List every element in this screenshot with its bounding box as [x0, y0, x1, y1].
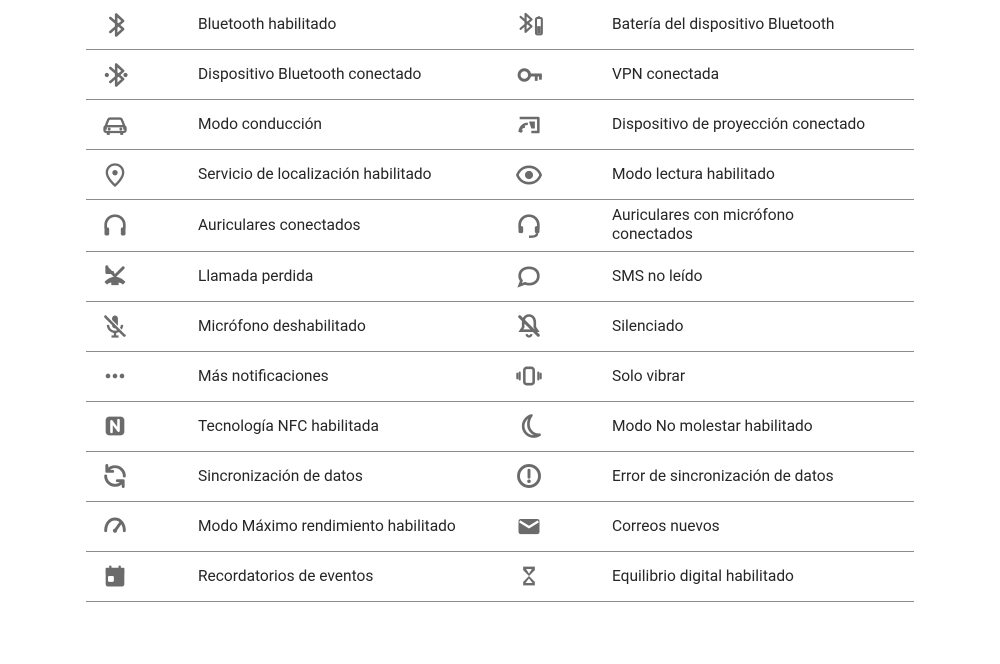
bluetooth-icon	[86, 10, 198, 40]
table-cell: Auriculares conectados	[86, 210, 500, 241]
table-row: Llamada perdida SMS no leído	[86, 252, 914, 302]
table-row: Modo Máximo rendimiento habilitado Correo…	[86, 502, 914, 552]
status-icon-legend-table: Bluetooth habilitado Batería del disposit…	[86, 0, 914, 602]
location-pin-icon	[86, 160, 198, 190]
bell-off-icon	[500, 311, 612, 341]
performance-gauge-icon	[86, 511, 198, 541]
table-cell: Modo No molestar habilitado	[500, 411, 914, 442]
icon-label: SMS no leído	[612, 261, 706, 292]
table-row: Micrófono deshabilitado Silenciado	[86, 302, 914, 352]
headset-icon	[500, 210, 612, 240]
sync-error-icon	[500, 461, 612, 491]
table-cell: SMS no leído	[500, 261, 914, 292]
table-cell: Equilibrio digital habilitado	[500, 561, 914, 592]
table-cell: Correos nuevos	[500, 511, 914, 542]
car-icon	[86, 110, 198, 140]
icon-label: Dispositivo Bluetooth conectado	[198, 59, 425, 90]
icon-label: Modo Máximo rendimiento habilitado	[198, 511, 460, 542]
vibrate-icon	[500, 361, 612, 391]
icon-label: Solo vibrar	[612, 361, 689, 392]
table-row: Sincronización de datos Error de sincroni…	[86, 452, 914, 502]
icon-label: Modo No molestar habilitado	[612, 411, 817, 442]
sync-icon	[86, 461, 198, 491]
table-cell: Bluetooth habilitado	[86, 9, 500, 40]
table-cell: Solo vibrar	[500, 361, 914, 392]
table-cell: Dispositivo Bluetooth conectado	[86, 59, 500, 90]
headphones-icon	[86, 210, 198, 240]
icon-label: Tecnología NFC habilitada	[198, 411, 383, 442]
calendar-event-icon	[86, 561, 198, 591]
vpn-key-icon	[500, 60, 612, 90]
moon-icon	[500, 411, 612, 441]
table-cell: Modo Máximo rendimiento habilitado	[86, 511, 500, 542]
table-row: Recordatorios de eventos Equilibrio digit…	[86, 552, 914, 602]
table-cell: VPN conectada	[500, 59, 914, 90]
icon-label: VPN conectada	[612, 59, 723, 90]
icon-label: Auriculares conectados	[198, 210, 365, 241]
sms-bubble-icon	[500, 261, 612, 291]
icon-label: Modo conducción	[198, 109, 326, 140]
icon-label: Batería del dispositivo Bluetooth	[612, 9, 838, 40]
table-row: Servicio de localización habilitado Modo …	[86, 150, 914, 200]
mic-off-icon	[86, 311, 198, 341]
icon-label: Auriculares con micrófono conectados	[612, 200, 882, 251]
icon-label: Correos nuevos	[612, 511, 724, 542]
table-cell: Batería del dispositivo Bluetooth	[500, 9, 914, 40]
table-cell: Tecnología NFC habilitada	[86, 411, 500, 442]
bluetooth-battery-icon	[500, 10, 612, 40]
table-cell: Más notificaciones	[86, 361, 500, 392]
table-cell: Silenciado	[500, 311, 914, 342]
icon-label: Error de sincronización de datos	[612, 461, 838, 492]
table-cell: Recordatorios de eventos	[86, 561, 500, 592]
icon-label: Llamada perdida	[198, 261, 317, 292]
table-row: Bluetooth habilitado Batería del disposit…	[86, 0, 914, 50]
table-row: Más notificaciones Solo vibrar	[86, 352, 914, 402]
icon-label: Equilibrio digital habilitado	[612, 561, 798, 592]
table-cell: Llamada perdida	[86, 261, 500, 292]
table-cell: Servicio de localización habilitado	[86, 159, 500, 190]
icon-label: Modo lectura habilitado	[612, 159, 779, 190]
table-cell: Auriculares con micrófono conectados	[500, 200, 914, 251]
icon-label: Más notificaciones	[198, 361, 333, 392]
table-row: Dispositivo Bluetooth conectado VPN conec…	[86, 50, 914, 100]
icon-label: Micrófono deshabilitado	[198, 311, 370, 342]
icon-label: Silenciado	[612, 311, 687, 342]
table-cell: Dispositivo de proyección conectado	[500, 109, 914, 140]
hourglass-icon	[500, 561, 612, 591]
table-cell: Sincronización de datos	[86, 461, 500, 492]
eye-icon	[500, 160, 612, 190]
nfc-icon	[86, 411, 198, 441]
icon-label: Recordatorios de eventos	[198, 561, 377, 592]
mail-icon	[500, 511, 612, 541]
icon-label: Servicio de localización habilitado	[198, 159, 435, 190]
table-cell: Modo lectura habilitado	[500, 159, 914, 190]
table-cell: Modo conducción	[86, 109, 500, 140]
table-row: Tecnología NFC habilitada Modo No molesta…	[86, 402, 914, 452]
table-cell: Micrófono deshabilitado	[86, 311, 500, 342]
missed-call-icon	[86, 261, 198, 291]
cast-connected-icon	[500, 110, 612, 140]
bluetooth-connected-icon	[86, 60, 198, 90]
more-dots-icon	[86, 361, 198, 391]
icon-label: Sincronización de datos	[198, 461, 367, 492]
icon-label: Bluetooth habilitado	[198, 9, 340, 40]
table-cell: Error de sincronización de datos	[500, 461, 914, 492]
table-row: Auriculares conectados Auriculares con mi…	[86, 200, 914, 252]
icon-label: Dispositivo de proyección conectado	[612, 109, 869, 140]
table-row: Modo conducción Dispositivo de proyección…	[86, 100, 914, 150]
